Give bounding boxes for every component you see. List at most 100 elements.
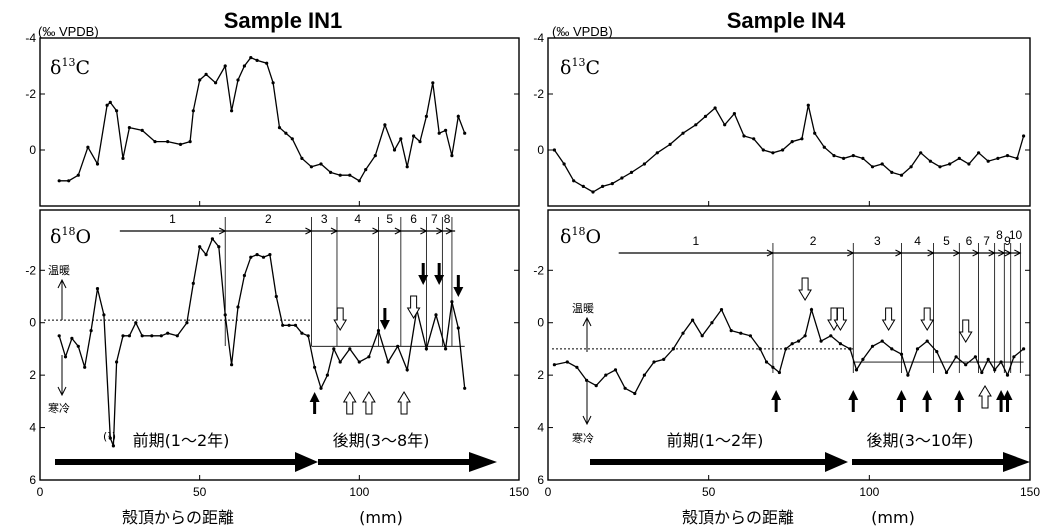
in1-oxygen-point	[175, 334, 179, 338]
in4-oxygen-point	[848, 347, 852, 351]
in1-cold-arrow	[57, 355, 67, 397]
in4-carbon-point	[986, 159, 990, 163]
in1-up-arrow	[397, 391, 411, 415]
in1-open-down-arrow	[333, 307, 348, 331]
in4-carbon-point	[723, 123, 727, 127]
in4-oxygen-point	[739, 331, 743, 335]
in1-carbon-point	[95, 162, 100, 166]
in1-carbon-point	[105, 103, 109, 107]
in1-carbon-point	[188, 140, 192, 144]
in4-carbon-point	[948, 162, 952, 166]
in1-carbon-point	[357, 179, 361, 183]
in1-carbon-point	[178, 142, 183, 146]
y-tick-label: 6	[29, 473, 36, 487]
in1-oxygen-point	[463, 386, 467, 390]
in1-carbon-point	[412, 134, 416, 138]
in1-oxygen-point	[281, 323, 285, 327]
x-tick-label: 100	[349, 485, 369, 499]
in1-early-label: 前期(1～2年)	[133, 431, 230, 450]
y-tick-label: 0	[537, 316, 544, 330]
in4-carbon-line	[553, 105, 1025, 193]
in4-oxygen-point	[870, 344, 875, 348]
in4-up-arrow	[1002, 390, 1013, 412]
in1-oxygen-point	[424, 347, 428, 351]
in4-open-down-arrow	[920, 307, 935, 331]
in4-carbon-point	[713, 106, 717, 110]
in4-carbon-point	[703, 114, 708, 118]
in1-carbon-point	[166, 140, 170, 144]
in4-carbon-point	[851, 154, 855, 158]
in4-segment-arrowhead	[998, 249, 1006, 257]
in4-segment-arrowhead	[927, 249, 935, 257]
in1-carbon-point	[348, 173, 352, 177]
in4-open-down-arrow	[881, 307, 896, 331]
in1-carbon-point	[242, 64, 246, 68]
in1-segment-arrowhead	[436, 227, 444, 235]
in1-oxygen-point	[456, 326, 460, 330]
in1-carbon-point	[271, 81, 275, 85]
in4-up-arrow	[771, 390, 782, 412]
in4-carbon-point	[620, 176, 624, 180]
in4-oxygen-point	[935, 350, 939, 354]
in1-oxygen-point	[249, 255, 253, 259]
in4-oxygen-point	[662, 357, 666, 361]
in1-oxygen-point	[121, 334, 125, 338]
in1-carbon-point	[290, 137, 294, 141]
in4-segment-arrowhead	[847, 249, 855, 257]
in1-carbon-line	[59, 56, 466, 182]
in1-filled-down-arrow	[418, 263, 429, 285]
in4-carbon-point	[562, 162, 566, 166]
in4-oxygen-point	[861, 357, 865, 361]
in1-late-label: 後期(3～8年)	[333, 431, 430, 450]
in4-oxygen-point	[819, 339, 823, 343]
in1-oxygen-point	[115, 360, 119, 364]
in1-oxygen-point	[217, 245, 221, 249]
in1-filled-down-arrow	[453, 275, 464, 297]
in4-up-arrow	[922, 390, 933, 412]
in1-oxygen-point	[444, 347, 448, 351]
in4-carbon-point	[1022, 134, 1026, 138]
in4-carbon-point	[552, 148, 557, 152]
in4-segment-arrowhead	[1004, 249, 1012, 257]
in1-segment-arrowhead	[445, 227, 454, 235]
in1-oxygen-point	[95, 287, 100, 291]
in1-oxygen-point	[108, 436, 112, 440]
in4-oxygen-point	[691, 318, 695, 322]
in4-segment-label: 10	[1009, 228, 1023, 242]
in1-segment-arrowhead	[394, 227, 402, 235]
in4-carbon-point	[870, 165, 875, 169]
in4-segment-arrowhead	[1014, 249, 1022, 257]
y-tick-label: 0	[29, 143, 36, 157]
in1-segment-label: 4	[354, 212, 361, 226]
in1-oxygen-point	[434, 313, 438, 317]
in4-oxygen-point	[652, 360, 656, 364]
in4-carbon-point	[771, 151, 775, 155]
in1-oxygen-point	[287, 323, 291, 327]
in1-carbon-point	[444, 128, 448, 132]
y-unit-in1: (‰ VPDB)	[38, 24, 99, 39]
x-axis-label-in4: 殻頂からの距離	[682, 508, 794, 527]
in1-carbon-point	[338, 173, 342, 177]
y-tick-label: -4	[25, 31, 36, 45]
in1-oxygen-point	[57, 334, 61, 338]
in4-carbon-point	[832, 154, 836, 158]
in4-carbon-point	[957, 156, 961, 160]
in4-oxygen-point	[964, 363, 968, 367]
in1-oxygen-point	[325, 373, 329, 377]
in1-oxygen-point	[102, 313, 106, 317]
in4-oxygen-point	[925, 339, 929, 343]
in4-open-down-arrow	[958, 319, 973, 343]
in4-carbon-point	[642, 162, 647, 166]
in4-segment-arrowhead	[953, 249, 961, 257]
in4-up-arrow	[848, 390, 859, 412]
in1-segment-arrowhead	[420, 227, 428, 235]
in4-carbon-point	[928, 159, 933, 163]
in4-segment-label: 5	[943, 234, 950, 248]
in1-oxygen-point	[268, 253, 272, 257]
in1-carbon-point	[319, 162, 323, 166]
in1-carbon-point	[399, 137, 403, 141]
in4-oxygen-point	[1005, 373, 1010, 377]
in4-oxygen-point	[906, 373, 910, 377]
isotope-element: C	[75, 57, 90, 79]
in1-carbon-point	[76, 173, 80, 177]
